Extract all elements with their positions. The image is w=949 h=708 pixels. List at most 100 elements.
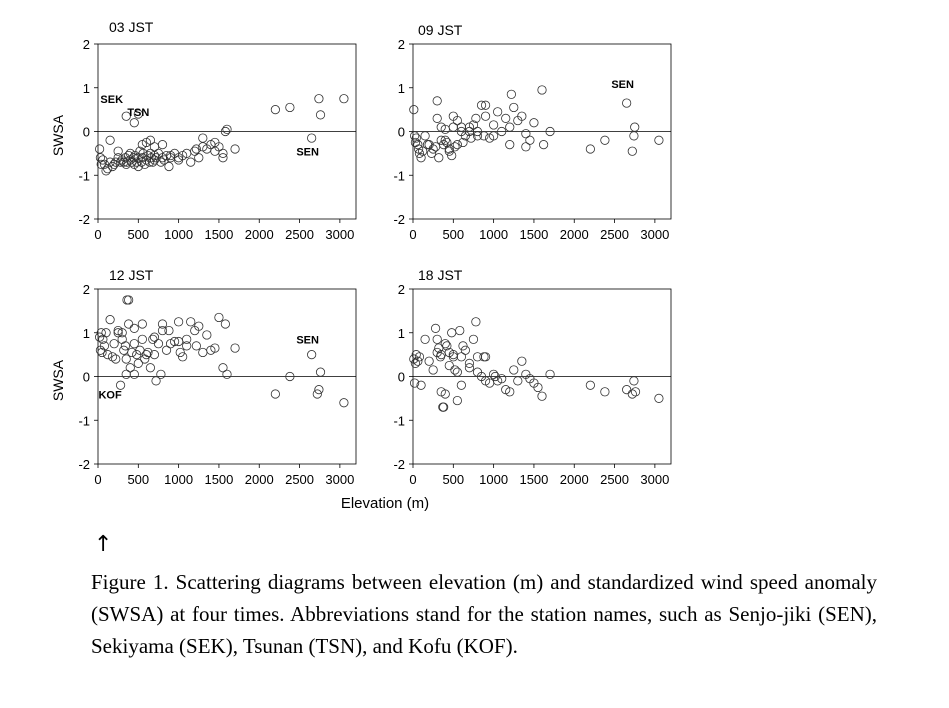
data-point: [218, 148, 228, 158]
data-point: [95, 144, 105, 154]
data-point: [120, 341, 131, 351]
y-axis-label: SWSA: [50, 359, 66, 401]
data-point: [630, 387, 641, 397]
data-point: [505, 140, 515, 150]
data-point: [428, 365, 438, 375]
y-tick-label: -1: [78, 168, 90, 183]
data-point: [545, 126, 555, 137]
data-point: [218, 153, 228, 163]
data-point: [164, 161, 174, 172]
data-point: [157, 319, 168, 329]
data-point: [198, 347, 208, 358]
data-point: [452, 115, 462, 126]
x-tick-label: 1000: [479, 227, 508, 242]
data-point: [585, 144, 595, 154]
data-point: [315, 110, 326, 120]
data-point: [270, 105, 280, 115]
data-point: [133, 109, 143, 119]
data-point: [414, 148, 425, 158]
data-point: [545, 369, 555, 379]
y-tick-label: 1: [83, 326, 90, 341]
x-tick-label: 1000: [164, 472, 193, 487]
data-point: [109, 159, 119, 169]
data-point: [190, 146, 200, 156]
y-tick-label: 1: [398, 81, 405, 96]
data-point: [140, 354, 150, 364]
data-point: [622, 98, 632, 108]
data-point: [489, 369, 499, 379]
data-point: [220, 126, 230, 137]
arrow-icon: ↑: [94, 532, 113, 557]
data-point: [129, 118, 139, 128]
data-point: [129, 339, 139, 349]
data-point: [438, 402, 448, 412]
y-tick-label: 0: [83, 370, 90, 385]
data-point: [124, 319, 134, 329]
data-point: [125, 363, 135, 373]
data-point: [501, 113, 511, 123]
data-point: [220, 319, 230, 329]
scatter-panel-2: 2 1 0 -1 -2 0 500 1000 1500 2000 2500 3000 09 JST SEN: [393, 22, 672, 242]
data-point: [307, 133, 317, 143]
data-point: [159, 155, 169, 165]
data-point: [452, 140, 462, 150]
data-point: [489, 120, 499, 130]
figure-caption: Figure 1. Scattering diagrams between el…: [91, 570, 877, 658]
data-point: [456, 352, 466, 362]
panel-title: 12 JST: [109, 267, 154, 283]
y-tick-label: 2: [398, 37, 405, 52]
data-point: [99, 341, 110, 351]
data-point: [145, 157, 155, 167]
data-point: [460, 345, 471, 355]
data-point: [414, 352, 425, 362]
data-point: [521, 129, 531, 139]
data-point: [315, 367, 326, 377]
data-point: [194, 321, 204, 331]
data-point: [521, 142, 531, 152]
data-point: [169, 336, 180, 347]
data-point: [410, 137, 421, 148]
x-tick-label: 500: [127, 227, 149, 242]
data-point: [533, 382, 543, 393]
data-point: [117, 328, 127, 338]
y-tick-label: -2: [393, 212, 405, 227]
station-annotation: KOF: [98, 389, 122, 401]
data-point: [411, 350, 421, 360]
x-tick-label: 2000: [245, 472, 274, 487]
data-point: [411, 133, 421, 143]
y-tick-label: -2: [78, 212, 90, 227]
data-point: [103, 350, 113, 360]
data-point: [129, 323, 139, 333]
data-point: [174, 336, 184, 347]
data-point: [101, 166, 111, 176]
y-tick-label: 1: [398, 326, 405, 341]
data-point: [585, 380, 595, 390]
data-point: [430, 323, 441, 333]
data-point: [339, 398, 349, 408]
data-point: [133, 358, 143, 368]
data-point: [113, 328, 123, 338]
y-axis-label: SWSA: [50, 114, 66, 156]
data-point: [600, 135, 610, 145]
data-point: [98, 334, 108, 344]
data-point: [442, 341, 452, 351]
data-point: [471, 113, 481, 123]
y-tick-label: -1: [393, 413, 405, 428]
data-point: [109, 339, 119, 349]
data-point: [440, 339, 450, 349]
data-point: [151, 376, 161, 386]
data-point: [111, 354, 121, 364]
data-point: [416, 380, 426, 390]
data-point: [432, 113, 442, 123]
data-point: [194, 153, 204, 163]
y-tick-label: 0: [398, 370, 405, 385]
data-point: [537, 85, 547, 95]
data-point: [480, 100, 491, 110]
data-point: [432, 334, 442, 344]
data-point: [191, 144, 201, 154]
data-point: [230, 343, 240, 353]
data-point: [127, 347, 137, 358]
data-point: [432, 96, 442, 106]
data-point: [479, 131, 489, 141]
data-point: [464, 126, 475, 137]
